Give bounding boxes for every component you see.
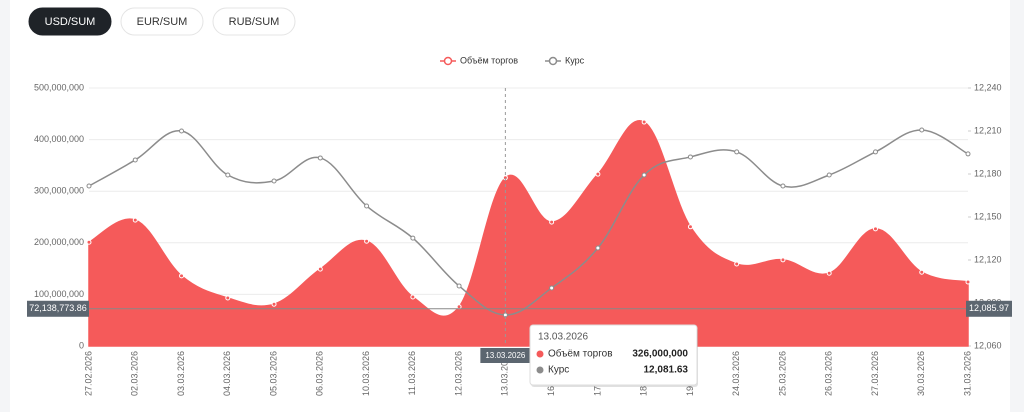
crosshair-label-bg (480, 348, 531, 363)
y-tick-label: 100,000,000 (34, 289, 84, 299)
point (410, 294, 416, 300)
point (641, 172, 647, 178)
tab[interactable] (212, 7, 296, 36)
y2-tick-label: 12,210 (974, 125, 1002, 135)
point (687, 224, 693, 230)
point (225, 172, 231, 178)
x-tick-label: 10.03.2026 (361, 351, 371, 396)
point (364, 203, 370, 209)
tab-label[interactable]: RUB/SUM (229, 16, 280, 28)
point (780, 183, 786, 189)
legend-label[interactable]: Курс (565, 55, 585, 65)
crosshair-y-label: 72,138,773.86 (29, 303, 87, 313)
point (919, 269, 925, 275)
x-tick-label: 27.02.2026 (83, 351, 93, 396)
point (780, 257, 786, 263)
crosshair-label-bg (966, 300, 1012, 317)
crosshair-label-bg (27, 300, 89, 317)
x-tick-label: 31.03.2026 (962, 351, 972, 396)
point (456, 304, 462, 310)
tooltip-name: Курс (548, 365, 569, 376)
y2-tick-label: 12,150 (974, 211, 1002, 221)
crosshair-x-label: 13.03.2026 (485, 351, 526, 360)
y-tick-label: 500,000,000 (34, 82, 84, 92)
point (549, 285, 555, 291)
y-tick-label: 400,000,000 (34, 134, 84, 144)
point (132, 157, 138, 163)
x-tick-label: 13.03.2026 (500, 351, 510, 396)
point (826, 172, 832, 178)
point (179, 273, 185, 279)
point (687, 154, 693, 160)
point (317, 266, 323, 272)
point (641, 119, 647, 125)
y-tick-label: 200,000,000 (34, 237, 84, 247)
y2-tick-label: 12,240 (974, 82, 1002, 92)
point (734, 149, 740, 155)
point (271, 178, 277, 184)
tab[interactable] (28, 7, 112, 36)
x-tick-label: 11.03.2026 (407, 351, 417, 395)
point (595, 171, 601, 177)
x-tick-label: 30.03.2026 (916, 351, 926, 396)
x-tick-label: 27.03.2026 (870, 351, 880, 396)
y2-tick-label: 12,060 (974, 340, 1002, 350)
tab-label[interactable]: USD/SUM (45, 16, 96, 28)
tooltip-dot (536, 350, 544, 358)
point (595, 245, 601, 251)
point (86, 183, 92, 189)
point (872, 226, 878, 232)
point (965, 151, 971, 157)
point (734, 261, 740, 267)
point (317, 155, 323, 161)
y2-tick-label: 12,180 (974, 168, 1002, 178)
crosshair-y2-label: 12,085.97 (969, 303, 1009, 313)
tooltip (529, 324, 698, 386)
y2-tick-label: 12,120 (974, 254, 1002, 264)
x-tick-label: 04.03.2026 (222, 351, 232, 396)
tab[interactable] (120, 7, 204, 36)
tab-label[interactable]: EUR/SUM (137, 16, 188, 28)
point (456, 283, 462, 289)
point (410, 235, 416, 241)
y-tick-label: 0 (79, 340, 84, 350)
tooltip-value: 326,000,000 (632, 349, 688, 360)
legend-swatch (443, 56, 453, 66)
point (965, 279, 971, 285)
point (826, 270, 832, 276)
point (872, 149, 878, 155)
point (549, 219, 555, 225)
point (271, 301, 277, 307)
legend-label[interactable]: Объём торгов (460, 55, 518, 65)
y-tick-label: 300,000,000 (34, 186, 84, 196)
line (88, 129, 969, 316)
x-tick-label: 02.03.2026 (130, 351, 140, 396)
x-tick-label: 03.03.2026 (176, 351, 186, 396)
point (132, 217, 138, 223)
tooltip-title: 13.03.2026 (538, 332, 588, 343)
point (86, 239, 92, 245)
x-tick-label: 26.03.2026 (824, 351, 834, 396)
x-tick-label: 06.03.2026 (315, 351, 325, 396)
point (225, 295, 231, 301)
tooltip-dot (536, 366, 544, 374)
legend-swatch (548, 56, 558, 66)
point (364, 238, 370, 244)
x-tick-label: 24.03.2026 (731, 351, 741, 396)
point (179, 128, 185, 134)
point (919, 127, 925, 133)
x-tick-label: 12.03.2026 (453, 351, 463, 396)
x-tick-label: 05.03.2026 (268, 351, 278, 396)
tooltip-value: 12,081.63 (644, 365, 689, 376)
tooltip-name: Объём торгов (548, 348, 613, 360)
x-tick-label: 25.03.2026 (777, 351, 787, 396)
